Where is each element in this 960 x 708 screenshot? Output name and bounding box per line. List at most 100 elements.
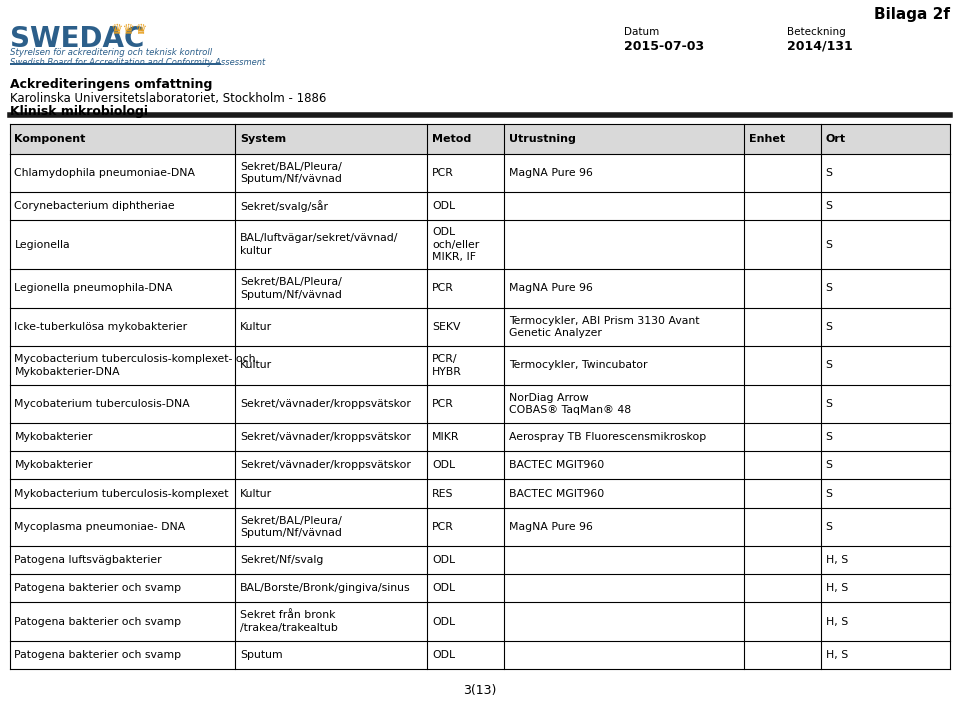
Text: BACTEC MGIT960: BACTEC MGIT960 bbox=[509, 489, 604, 498]
Text: Sekret/BAL/Pleura/
Sputum/Nf/vävnad: Sekret/BAL/Pleura/ Sputum/Nf/vävnad bbox=[240, 515, 342, 538]
Bar bbox=[10, 124, 950, 154]
Text: S: S bbox=[826, 168, 832, 178]
Bar bbox=[10, 423, 950, 451]
Text: ♛♛♛: ♛♛♛ bbox=[110, 23, 148, 37]
Text: ODL
och/eller
MIKR, IF: ODL och/eller MIKR, IF bbox=[432, 227, 479, 262]
Text: MagNA Pure 96: MagNA Pure 96 bbox=[509, 522, 592, 532]
Text: Bilaga 2f: Bilaga 2f bbox=[875, 7, 950, 22]
Text: RES: RES bbox=[432, 489, 453, 498]
Text: Sputum: Sputum bbox=[240, 650, 282, 660]
Text: Mycobaterium tuberculosis-DNA: Mycobaterium tuberculosis-DNA bbox=[14, 399, 190, 409]
Text: Klinisk mikrobiologi: Klinisk mikrobiologi bbox=[10, 105, 148, 118]
Bar bbox=[10, 508, 950, 546]
Text: Corynebacterium diphtheriae: Corynebacterium diphtheriae bbox=[14, 201, 175, 211]
Bar bbox=[10, 451, 950, 479]
Bar bbox=[10, 346, 950, 384]
Text: Kultur: Kultur bbox=[240, 489, 272, 498]
Text: Swedish Board for Accreditation and Conformity Assessment: Swedish Board for Accreditation and Conf… bbox=[10, 58, 265, 67]
Text: SEKV: SEKV bbox=[432, 322, 461, 332]
Text: Termocykler, Twincubator: Termocykler, Twincubator bbox=[509, 360, 647, 370]
Bar bbox=[10, 384, 950, 423]
Bar bbox=[10, 479, 950, 508]
Text: Datum: Datum bbox=[624, 27, 660, 37]
Text: 2015-07-03: 2015-07-03 bbox=[624, 40, 704, 52]
Text: H, S: H, S bbox=[826, 617, 848, 627]
Text: Utrustning: Utrustning bbox=[509, 134, 576, 144]
Text: Chlamydophila pneumoniae-DNA: Chlamydophila pneumoniae-DNA bbox=[14, 168, 196, 178]
Bar bbox=[10, 269, 950, 307]
Text: H, S: H, S bbox=[826, 583, 848, 593]
Text: Kultur: Kultur bbox=[240, 322, 272, 332]
Text: Sekret/BAL/Pleura/
Sputum/Nf/vävnad: Sekret/BAL/Pleura/ Sputum/Nf/vävnad bbox=[240, 277, 342, 299]
Text: Mykobacterium tuberculosis-komplexet: Mykobacterium tuberculosis-komplexet bbox=[14, 489, 228, 498]
Text: Sekret/vävnader/kroppsvätskor: Sekret/vävnader/kroppsvätskor bbox=[240, 460, 411, 470]
Text: PCR: PCR bbox=[432, 522, 454, 532]
Text: Komponent: Komponent bbox=[14, 134, 85, 144]
Text: ODL: ODL bbox=[432, 617, 455, 627]
Text: ODL: ODL bbox=[432, 201, 455, 211]
Text: PCR: PCR bbox=[432, 283, 454, 293]
Text: Patogena bakterier och svamp: Patogena bakterier och svamp bbox=[14, 583, 181, 593]
Text: Metod: Metod bbox=[432, 134, 471, 144]
Bar bbox=[10, 307, 950, 346]
Text: Patogena luftsvägbakterier: Patogena luftsvägbakterier bbox=[14, 555, 162, 565]
Bar bbox=[10, 154, 950, 192]
Text: MIKR: MIKR bbox=[432, 432, 460, 442]
Text: Sekret/BAL/Pleura/
Sputum/Nf/vävnad: Sekret/BAL/Pleura/ Sputum/Nf/vävnad bbox=[240, 161, 342, 184]
Text: S: S bbox=[826, 522, 832, 532]
Text: Karolinska Universitetslaboratoriet, Stockholm - 1886: Karolinska Universitetslaboratoriet, Sto… bbox=[10, 92, 326, 105]
Text: NorDiag Arrow
COBAS® TaqMan® 48: NorDiag Arrow COBAS® TaqMan® 48 bbox=[509, 393, 631, 415]
Text: S: S bbox=[826, 399, 832, 409]
Text: ODL: ODL bbox=[432, 555, 455, 565]
Text: MagNA Pure 96: MagNA Pure 96 bbox=[509, 283, 592, 293]
Text: Mykobakterier: Mykobakterier bbox=[14, 432, 93, 442]
Text: Sekret/vävnader/kroppsvätskor: Sekret/vävnader/kroppsvätskor bbox=[240, 432, 411, 442]
Text: Patogena bakterier och svamp: Patogena bakterier och svamp bbox=[14, 650, 181, 660]
Text: H, S: H, S bbox=[826, 650, 848, 660]
Bar bbox=[10, 574, 950, 603]
Text: Mycoplasma pneumoniae- DNA: Mycoplasma pneumoniae- DNA bbox=[14, 522, 185, 532]
Text: Legionella pneumophila-DNA: Legionella pneumophila-DNA bbox=[14, 283, 173, 293]
Text: H, S: H, S bbox=[826, 555, 848, 565]
Text: Termocykler, ABI Prism 3130 Avant
Genetic Analyzer: Termocykler, ABI Prism 3130 Avant Geneti… bbox=[509, 316, 699, 338]
Text: Ort: Ort bbox=[826, 134, 846, 144]
Bar bbox=[10, 63, 221, 65]
Text: PCR/
HYBR: PCR/ HYBR bbox=[432, 354, 462, 377]
Text: ODL: ODL bbox=[432, 650, 455, 660]
Bar bbox=[10, 546, 950, 574]
Text: Beteckning: Beteckning bbox=[787, 27, 846, 37]
Text: Legionella: Legionella bbox=[14, 239, 70, 250]
Text: Sekret från bronk
/trakea/trakealtub: Sekret från bronk /trakea/trakealtub bbox=[240, 610, 338, 633]
Text: BACTEC MGIT960: BACTEC MGIT960 bbox=[509, 460, 604, 470]
Text: 3(13): 3(13) bbox=[464, 684, 496, 697]
Text: Aerospray TB Fluorescensmikroskop: Aerospray TB Fluorescensmikroskop bbox=[509, 432, 706, 442]
Text: S: S bbox=[826, 283, 832, 293]
Text: PCR: PCR bbox=[432, 399, 454, 409]
Text: System: System bbox=[240, 134, 286, 144]
Text: Mykobakterier: Mykobakterier bbox=[14, 460, 93, 470]
Bar bbox=[10, 641, 950, 669]
Text: Mycobacterium tuberculosis-komplexet- och
Mykobakterier-DNA: Mycobacterium tuberculosis-komplexet- oc… bbox=[14, 354, 256, 377]
Text: Patogena bakterier och svamp: Patogena bakterier och svamp bbox=[14, 617, 181, 627]
Text: 2014/131: 2014/131 bbox=[787, 40, 852, 52]
Text: S: S bbox=[826, 489, 832, 498]
Bar bbox=[10, 192, 950, 220]
Bar bbox=[10, 220, 950, 269]
Text: Sekret/svalg/sår: Sekret/svalg/sår bbox=[240, 200, 328, 212]
Text: BAL/luftvägar/sekret/vävnad/
kultur: BAL/luftvägar/sekret/vävnad/ kultur bbox=[240, 234, 398, 256]
Text: S: S bbox=[826, 201, 832, 211]
Text: S: S bbox=[826, 460, 832, 470]
Text: PCR: PCR bbox=[432, 168, 454, 178]
Text: Enhet: Enhet bbox=[749, 134, 785, 144]
Text: MagNA Pure 96: MagNA Pure 96 bbox=[509, 168, 592, 178]
Text: Sekret/vävnader/kroppsvätskor: Sekret/vävnader/kroppsvätskor bbox=[240, 399, 411, 409]
Text: Styrelsen för ackreditering och teknisk kontroll: Styrelsen för ackreditering och teknisk … bbox=[10, 48, 212, 57]
Text: BAL/Borste/Bronk/gingiva/sinus: BAL/Borste/Bronk/gingiva/sinus bbox=[240, 583, 411, 593]
Text: S: S bbox=[826, 322, 832, 332]
Text: Ackrediteringens omfattning: Ackrediteringens omfattning bbox=[10, 78, 212, 91]
Text: Sekret/Nf/svalg: Sekret/Nf/svalg bbox=[240, 555, 324, 565]
Text: S: S bbox=[826, 360, 832, 370]
Text: Icke-tuberkulösa mykobakterier: Icke-tuberkulösa mykobakterier bbox=[14, 322, 187, 332]
Text: S: S bbox=[826, 239, 832, 250]
Text: S: S bbox=[826, 432, 832, 442]
